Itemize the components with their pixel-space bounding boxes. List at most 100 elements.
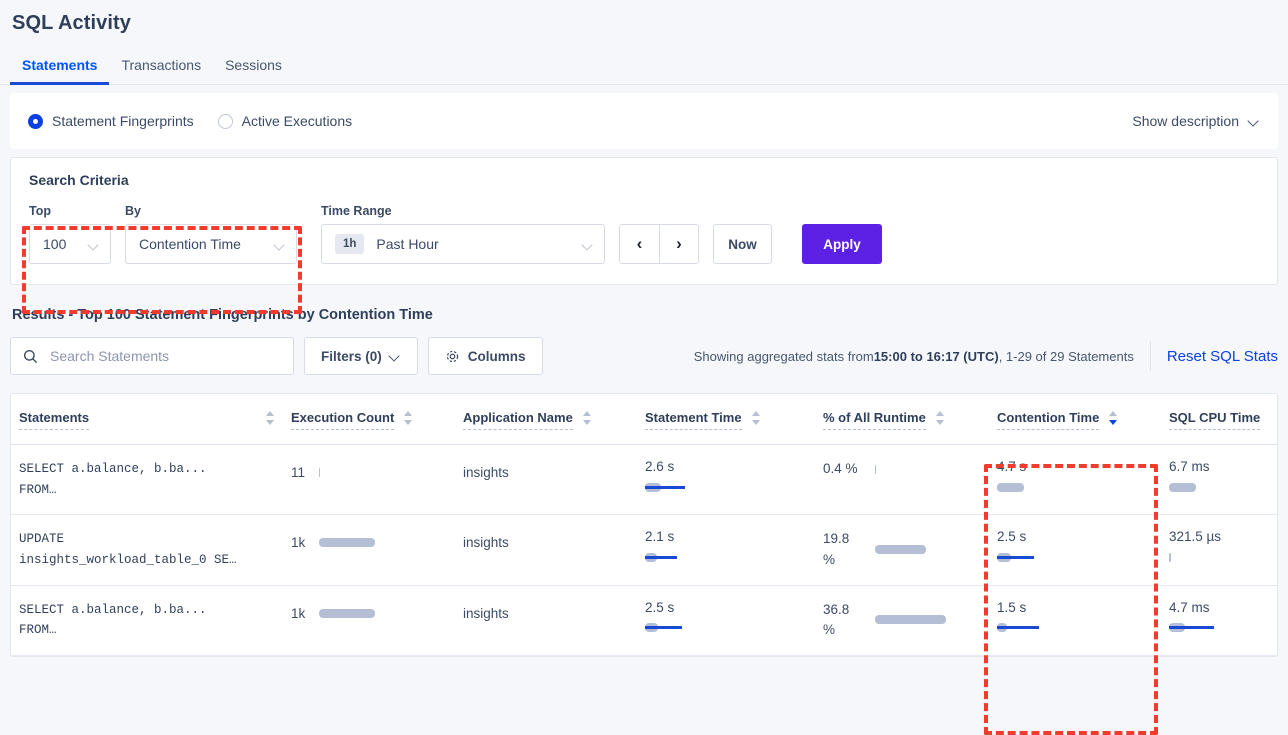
- col-execution-count-label: Execution Count: [291, 410, 395, 430]
- time-range-label: Time Range: [321, 204, 392, 218]
- col-execution-count[interactable]: Execution Count: [283, 394, 455, 445]
- reset-sql-stats-link[interactable]: Reset SQL Stats: [1166, 347, 1278, 365]
- statement-text: SELECT a.balance, b.ba... FROM…: [19, 602, 207, 638]
- sort-icon[interactable]: [266, 411, 275, 425]
- pct-runtime-value: 0.4 %: [823, 461, 858, 476]
- radio-statement-fingerprints-label: Statement Fingerprints: [52, 113, 194, 129]
- gear-icon: [446, 350, 458, 362]
- metric-bar: [1169, 553, 1271, 563]
- cell-statement[interactable]: UPDATE insights_workload_table_0 SE…: [11, 514, 283, 586]
- table-row[interactable]: SELECT a.balance, b.ba... FROM… 1k insight…: [11, 585, 1277, 656]
- application-name-value: insights: [463, 535, 509, 551]
- search-statements-box[interactable]: [10, 337, 294, 375]
- filters-button[interactable]: Filters (0): [304, 337, 418, 375]
- metric-cell: 2.6 s: [645, 459, 807, 492]
- metric-bar-line: [645, 626, 683, 630]
- execution-count-value: 1k: [291, 605, 306, 621]
- top-label: Top: [29, 204, 51, 218]
- tab-bar: Statements Transactions Sessions: [0, 49, 1288, 85]
- metric-bar-line: [645, 485, 685, 489]
- cell-statement-time: 2.6 s: [637, 444, 815, 516]
- metric-cell: 2.5 s: [997, 529, 1153, 563]
- stats-time-range: 15:00 to 16:17 (UTC): [873, 348, 999, 364]
- metric-bar-background: [1169, 553, 1172, 563]
- statements-table-wrap: Statements Execution Count Application N…: [10, 393, 1278, 657]
- metric-value: 1.5 s: [997, 599, 1027, 615]
- columns-label: Columns: [467, 348, 526, 364]
- tab-sessions[interactable]: Sessions: [225, 57, 282, 73]
- top-select-value: 100: [43, 236, 67, 252]
- metric-bar-background: [1169, 482, 1196, 492]
- sort-icon-active[interactable]: [1109, 411, 1118, 425]
- cell-sql-cpu-time: 4.7 ms: [1161, 585, 1277, 656]
- metric-bar-line: [1169, 626, 1214, 630]
- cell-execution-count: 1k: [283, 514, 455, 586]
- cell-pct-all-runtime: 19.8 %: [815, 514, 989, 586]
- cell-statement[interactable]: SELECT a.balance, b.ba... FROM…: [11, 585, 283, 656]
- pct-runtime-bar: [875, 464, 876, 474]
- table-row[interactable]: UPDATE insights_workload_table_0 SE… 1k in…: [11, 514, 1277, 586]
- cell-sql-cpu-time: 321.5 µs: [1161, 514, 1277, 586]
- metric-value: 4.7 ms: [1169, 599, 1210, 615]
- metric-cell: 2.5 s: [645, 600, 807, 633]
- show-description-toggle[interactable]: Show description: [1132, 113, 1260, 129]
- col-application-name[interactable]: Application Name: [455, 394, 637, 445]
- col-contention-time-label: Contention Time: [997, 410, 1100, 430]
- sort-icon[interactable]: [404, 411, 413, 425]
- time-next-button[interactable]: ›: [659, 225, 698, 263]
- now-button[interactable]: Now: [713, 224, 772, 264]
- view-mode-radio-group: Statement Fingerprints Active Executions: [28, 113, 352, 129]
- pct-runtime-bar: [875, 615, 946, 625]
- col-statements[interactable]: Statements: [11, 394, 283, 445]
- cell-pct-all-runtime: 0.4 %: [815, 444, 989, 516]
- sort-icon[interactable]: [582, 411, 592, 425]
- col-pct-all-runtime-label: % of All Runtime: [823, 410, 926, 430]
- col-contention-time[interactable]: Contention Time: [989, 394, 1161, 445]
- table-head: Statements Execution Count Application N…: [11, 394, 1277, 445]
- metric-bar: [997, 553, 1153, 563]
- radio-active-executions-label: Active Executions: [241, 113, 353, 129]
- statement-text: UPDATE insights_workload_table_0 SE…: [19, 532, 237, 567]
- sort-icon[interactable]: [935, 411, 945, 425]
- columns-button[interactable]: Columns: [427, 337, 543, 375]
- radio-unselected-icon: [217, 113, 233, 129]
- search-icon: [23, 349, 38, 363]
- time-range-value: Past Hour: [376, 236, 439, 252]
- radio-statement-fingerprints[interactable]: Statement Fingerprints: [28, 113, 194, 129]
- col-sql-cpu-time[interactable]: SQL CPU Time: [1161, 394, 1277, 445]
- cell-statement[interactable]: SELECT a.balance, b.ba... FROM…: [11, 444, 283, 516]
- metric-cell: 321.5 µs: [1169, 529, 1271, 563]
- search-input[interactable]: [48, 347, 281, 365]
- cell-application-name: insights: [455, 514, 637, 586]
- top-select[interactable]: 100: [29, 224, 111, 264]
- col-pct-all-runtime[interactable]: % of All Runtime: [815, 394, 989, 445]
- results-title: Results - Top 100 Statement Fingerprints…: [12, 307, 433, 323]
- metric-bar: [645, 553, 807, 563]
- time-range-select[interactable]: 1h Past Hour: [321, 224, 605, 264]
- time-prev-button[interactable]: ‹: [620, 225, 659, 263]
- metric-bar: [997, 623, 1153, 633]
- cell-execution-count: 11: [283, 444, 455, 516]
- table-row[interactable]: SELECT a.balance, b.ba... FROM… 11 insight…: [11, 444, 1277, 516]
- chevron-down-icon: [89, 239, 100, 250]
- tab-transactions[interactable]: Transactions: [121, 57, 202, 73]
- results-toolbar: Filters (0) Columns Showing aggregated s…: [10, 337, 1278, 375]
- metric-cell: 4.7 s: [997, 459, 1153, 492]
- toolbar-divider: [1149, 341, 1151, 371]
- by-label: By: [125, 204, 141, 218]
- tab-statements[interactable]: Statements: [10, 49, 110, 85]
- cell-statement-time: 2.5 s: [637, 585, 815, 656]
- execution-count-value: 1k: [291, 535, 306, 551]
- search-criteria-title: Search Criteria: [29, 172, 129, 188]
- apply-button[interactable]: Apply: [802, 224, 882, 264]
- cell-contention-time: 1.5 s: [989, 585, 1161, 656]
- time-range-field: Time Range 1h Past Hour: [321, 204, 605, 264]
- col-statements-label: Statements: [19, 410, 90, 430]
- col-statement-time[interactable]: Statement Time: [637, 394, 815, 445]
- chevron-down-icon: [583, 239, 594, 250]
- sort-icon[interactable]: [751, 411, 761, 425]
- statement-text: SELECT a.balance, b.ba... FROM…: [19, 462, 207, 497]
- pct-runtime-value: 19.8 %: [823, 531, 850, 567]
- radio-active-executions[interactable]: Active Executions: [217, 113, 353, 129]
- by-select[interactable]: Contention Time: [125, 224, 297, 264]
